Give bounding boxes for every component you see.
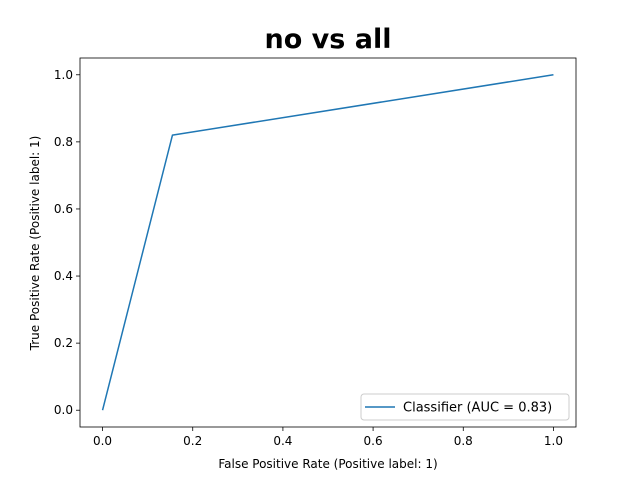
y-tick-label: 0.4 [54,269,73,283]
series-layer [101,74,554,411]
x-tick-label: 0.6 [364,434,383,448]
y-axis-label: True Positive Rate (Positive label: 1) [28,136,42,352]
x-tick-label: 0.4 [273,434,292,448]
legend-label: Classifier (AUC = 0.83) [403,401,552,416]
x-axis-label: False Positive Rate (Positive label: 1) [218,457,437,471]
y-tick-label: 0.8 [54,135,73,149]
chart-title: no vs all [265,24,392,55]
legend: Classifier (AUC = 0.83) [360,393,570,421]
y-axis: 0.0 0.2 0.4 0.6 0.8 1.0 [54,68,80,417]
legend-box [360,393,570,421]
plot-area [79,57,577,428]
x-axis: 0.0 0.2 0.4 0.6 0.8 1.0 [93,427,563,448]
y-tick-label: 0.6 [54,202,73,216]
x-tick-label: 0.0 [93,434,112,448]
x-tick-label: 1.0 [544,434,563,448]
axes-frame [79,57,577,428]
y-tick-label: 0.0 [54,403,73,417]
series-line-0 [101,74,554,411]
y-tick-label: 1.0 [54,68,73,82]
y-tick-label: 0.2 [54,336,73,350]
x-tick-label: 0.2 [183,434,202,448]
x-tick-label: 0.8 [454,434,473,448]
